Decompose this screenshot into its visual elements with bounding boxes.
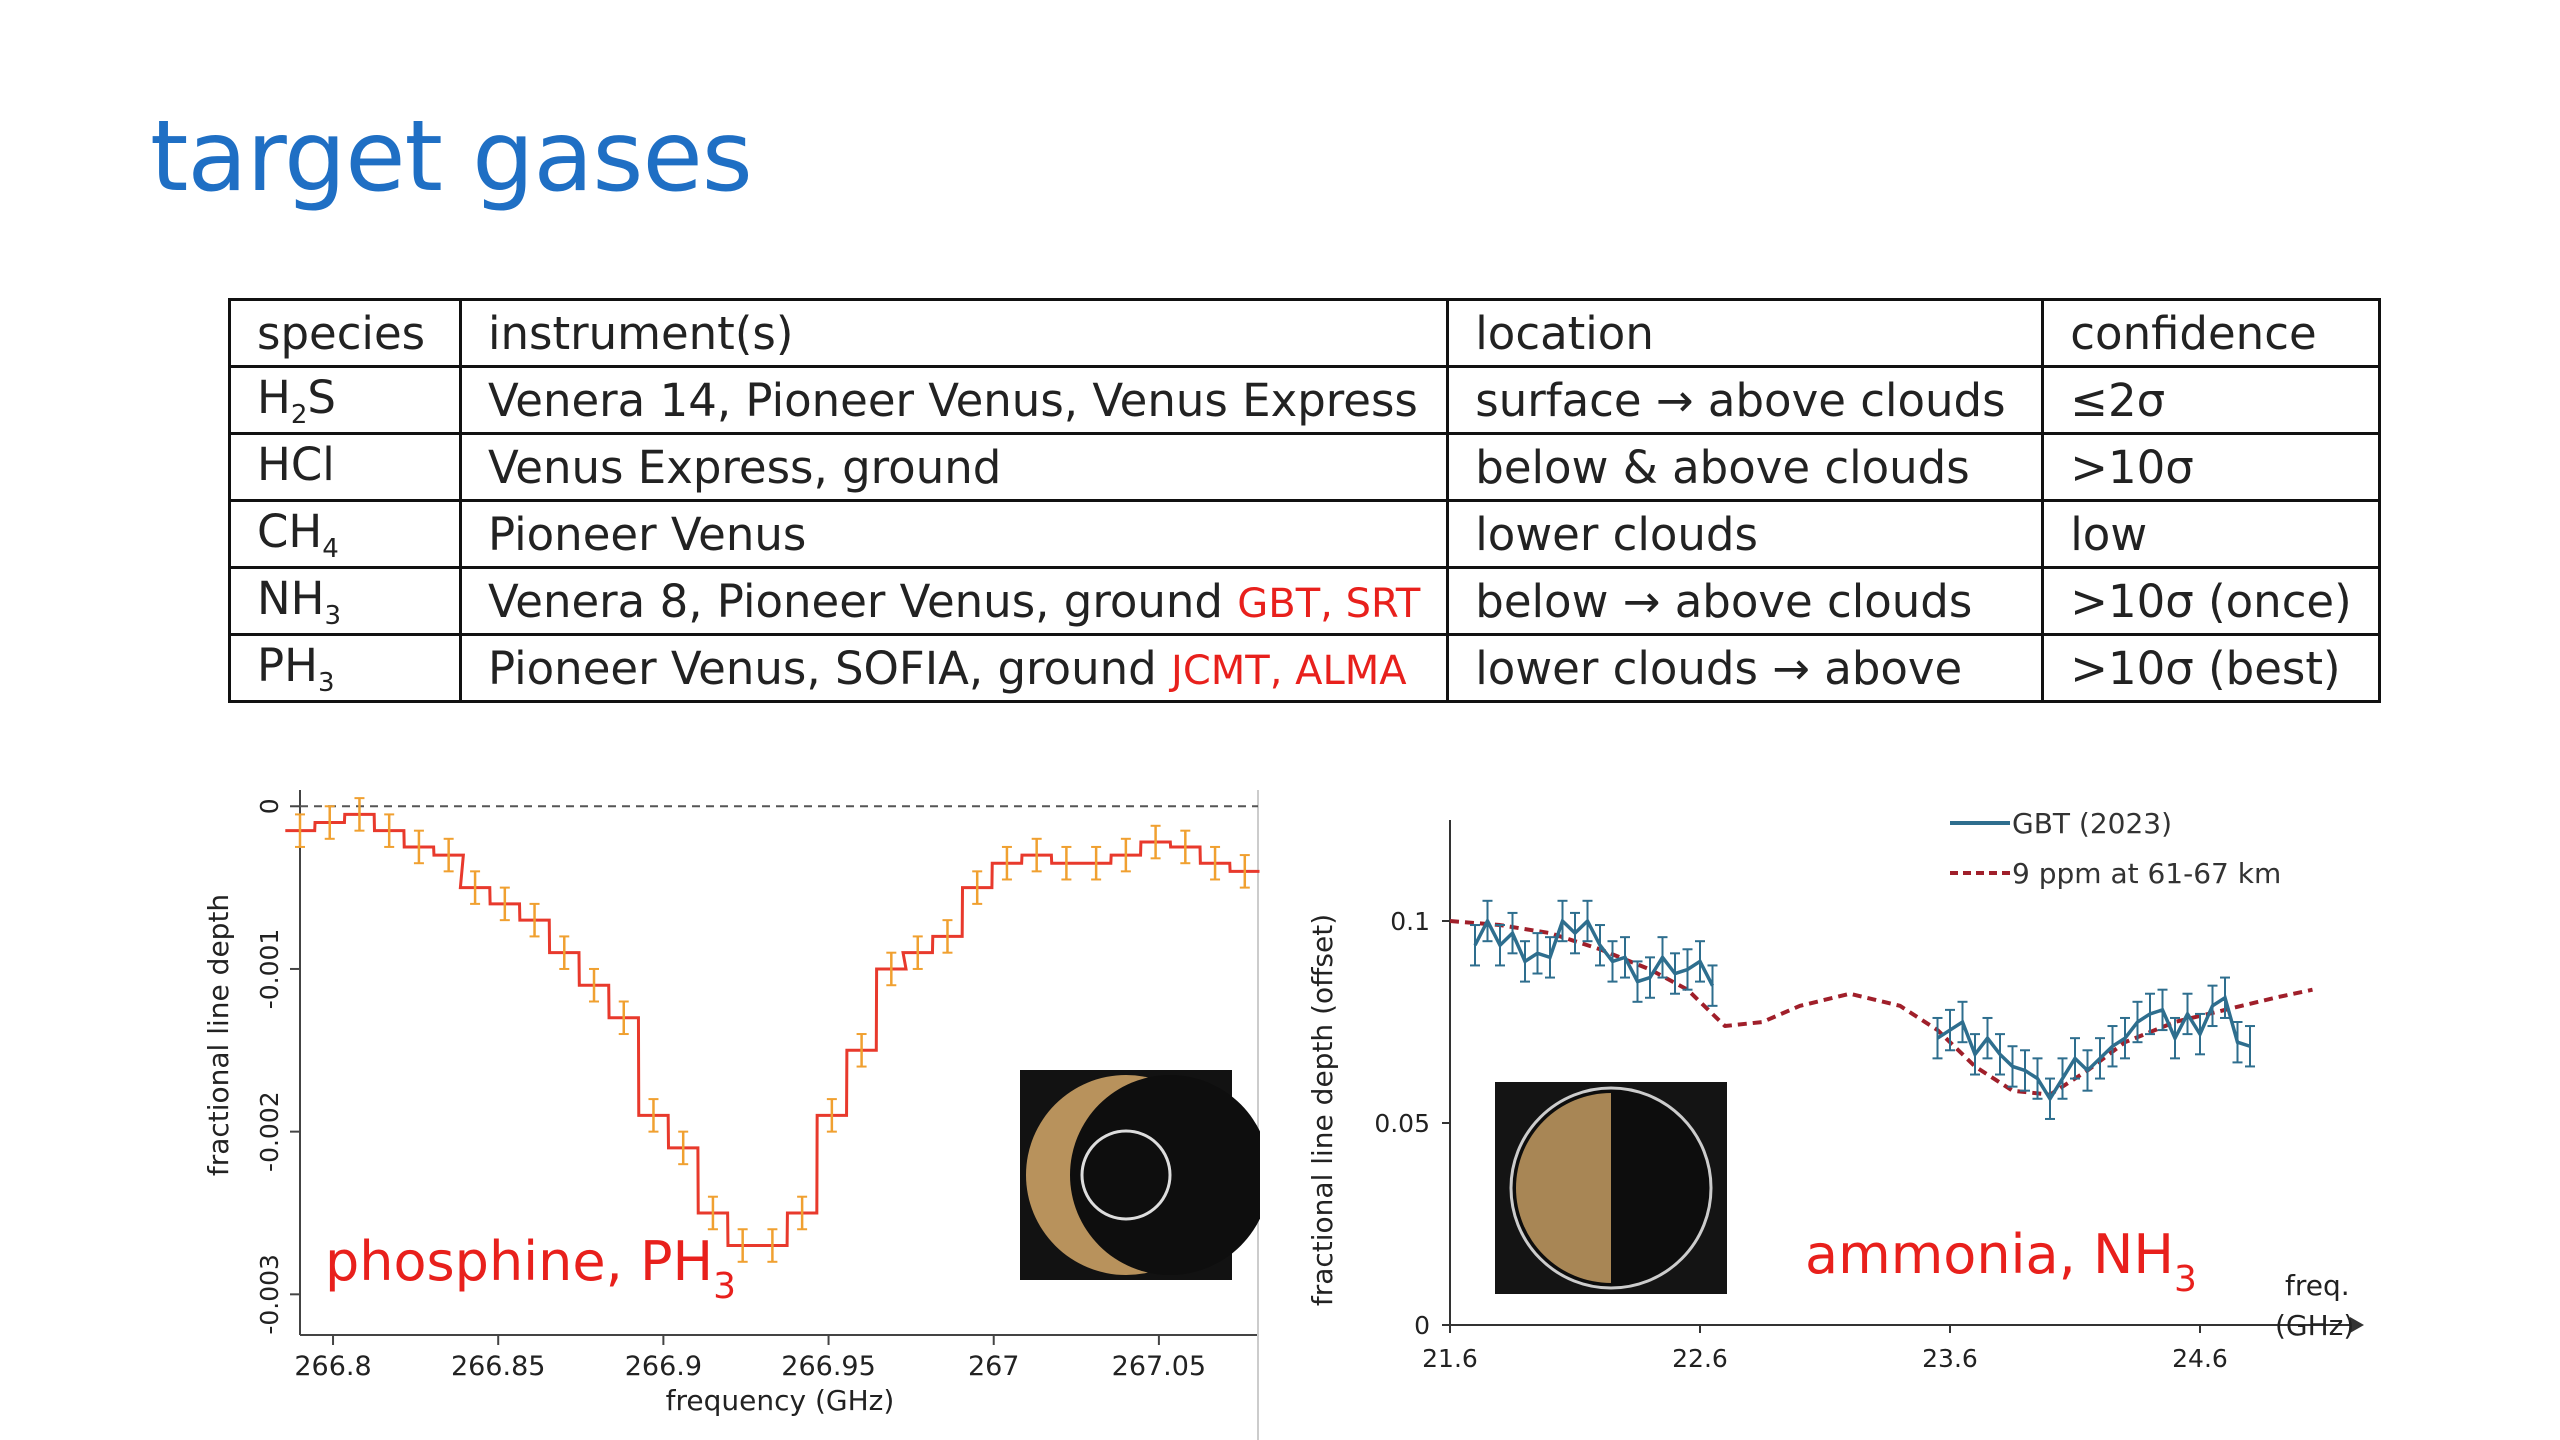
species-cell: HCl <box>228 432 462 502</box>
instrument-cell: Venus Express, ground <box>458 432 1450 502</box>
instrument-cell: Venera 14, Pioneer Venus, Venus Express <box>458 365 1450 435</box>
species-cell: PH3 <box>228 633 462 703</box>
instrument-cell: Pioneer Venus <box>458 499 1450 569</box>
x-tick-label: 266.8 <box>294 1351 371 1382</box>
confidence-cell: low <box>2041 499 2381 569</box>
phosphine-plot-area: 266.8 266.85 266.9 266.95 267 267.05 0 -0.001 -0… <box>255 790 1260 1440</box>
header-confidence: confidence <box>2041 298 2381 368</box>
table-row: NH3 Venera 8, Pioneer Venus, ground GBT,… <box>228 566 2381 636</box>
y-axis-label: fractional line depth (offset) <box>1306 914 1339 1306</box>
ammonia-plot-area: 21.6 22.6 23.6 24.6 0 0.05 0.1 <box>1374 820 2364 1373</box>
legend-gbt-label: GBT (2023) <box>2012 807 2172 840</box>
confidence-cell: >10σ (best) <box>2041 633 2381 703</box>
header-instruments: instrument(s) <box>458 298 1450 368</box>
table-row: PH3 Pioneer Venus, SOFIA, ground JCMT, A… <box>228 633 2381 703</box>
x-tick-label: 22.6 <box>1672 1344 1728 1373</box>
venus-image-right <box>1495 1082 1727 1294</box>
y-tick-label: -0.002 <box>255 1091 284 1172</box>
header-location: location <box>1446 298 2045 368</box>
table-header-row: species instrument(s) location confidenc… <box>228 298 2381 368</box>
table-row: CH4 Pioneer Venus lower clouds low <box>228 499 2381 569</box>
x-tick-label: 21.6 <box>1422 1344 1478 1373</box>
y-tick-label: -0.003 <box>255 1254 284 1335</box>
location-cell: below & above clouds <box>1446 432 2045 502</box>
target-gases-table: species instrument(s) location confidenc… <box>228 298 2381 703</box>
location-cell: below → above clouds <box>1446 566 2045 636</box>
location-cell: lower clouds → above <box>1446 633 2045 703</box>
table-row: HCl Venus Express, ground below & above … <box>228 432 2381 502</box>
x-tick-label: 266.9 <box>625 1351 702 1382</box>
x-tick-label: 23.6 <box>1922 1344 1978 1373</box>
x-tick-label: 266.85 <box>451 1351 545 1382</box>
y-tick-label: 0.05 <box>1374 1109 1430 1138</box>
x-tick-label: 266.95 <box>781 1351 875 1382</box>
instrument-cell: Venera 8, Pioneer Venus, ground GBT, SRT <box>458 566 1450 636</box>
location-cell: surface → above clouds <box>1446 365 2045 435</box>
phosphine-label: phosphine, PH3 <box>325 1230 736 1307</box>
x-tick-label: 24.6 <box>2172 1344 2228 1373</box>
slide-title: target gases <box>150 100 753 214</box>
y-tick-label: 0.1 <box>1390 907 1430 936</box>
y-tick-label: 0 <box>1414 1311 1430 1340</box>
confidence-cell: >10σ (once) <box>2041 566 2381 636</box>
table-row: H2S Venera 14, Pioneer Venus, Venus Expr… <box>228 365 2381 435</box>
x-tick-label: 267 <box>968 1351 1020 1382</box>
x-axis-arrow <box>2350 1317 2364 1333</box>
x-axis-label: frequency (GHz) <box>666 1384 895 1417</box>
legend: GBT (2023) 9 ppm at 61-67 km <box>1950 807 2281 890</box>
ammonia-label: ammonia, NH3 <box>1805 1223 2197 1300</box>
instrument-cell: Pioneer Venus, SOFIA, ground JCMT, ALMA <box>458 633 1450 703</box>
x-axis-label: freq. <box>2285 1269 2350 1302</box>
species-cell: H2S <box>228 365 462 435</box>
x-tick-label: 267.05 <box>1112 1351 1206 1382</box>
ammonia-chart: 21.6 22.6 23.6 24.6 0 0.05 0.1 GBT (2023) 9 pp… <box>1306 807 2364 1373</box>
gbt-data-line <box>1936 995 2251 1103</box>
y-axis-label: fractional line depth <box>202 894 235 1176</box>
x-axis-label-units: (GHz) <box>2275 1309 2354 1342</box>
legend-model-label: 9 ppm at 61-67 km <box>2012 857 2281 890</box>
y-tick-label: 0 <box>255 798 284 814</box>
species-cell: CH4 <box>228 499 462 569</box>
location-cell: lower clouds <box>1446 499 2045 569</box>
header-species: species <box>228 298 462 368</box>
model-curve <box>1449 919 2313 1097</box>
species-cell: NH3 <box>228 566 462 636</box>
venus-image-left <box>1020 1070 1260 1280</box>
confidence-cell: >10σ <box>2041 432 2381 502</box>
y-tick-label: -0.001 <box>255 929 284 1010</box>
confidence-cell: ≤2σ <box>2041 365 2381 435</box>
phosphine-chart: 266.8 266.85 266.9 266.95 267 267.05 0 -0.001 -0… <box>202 790 1260 1440</box>
gbt-data-line <box>1473 917 1715 987</box>
